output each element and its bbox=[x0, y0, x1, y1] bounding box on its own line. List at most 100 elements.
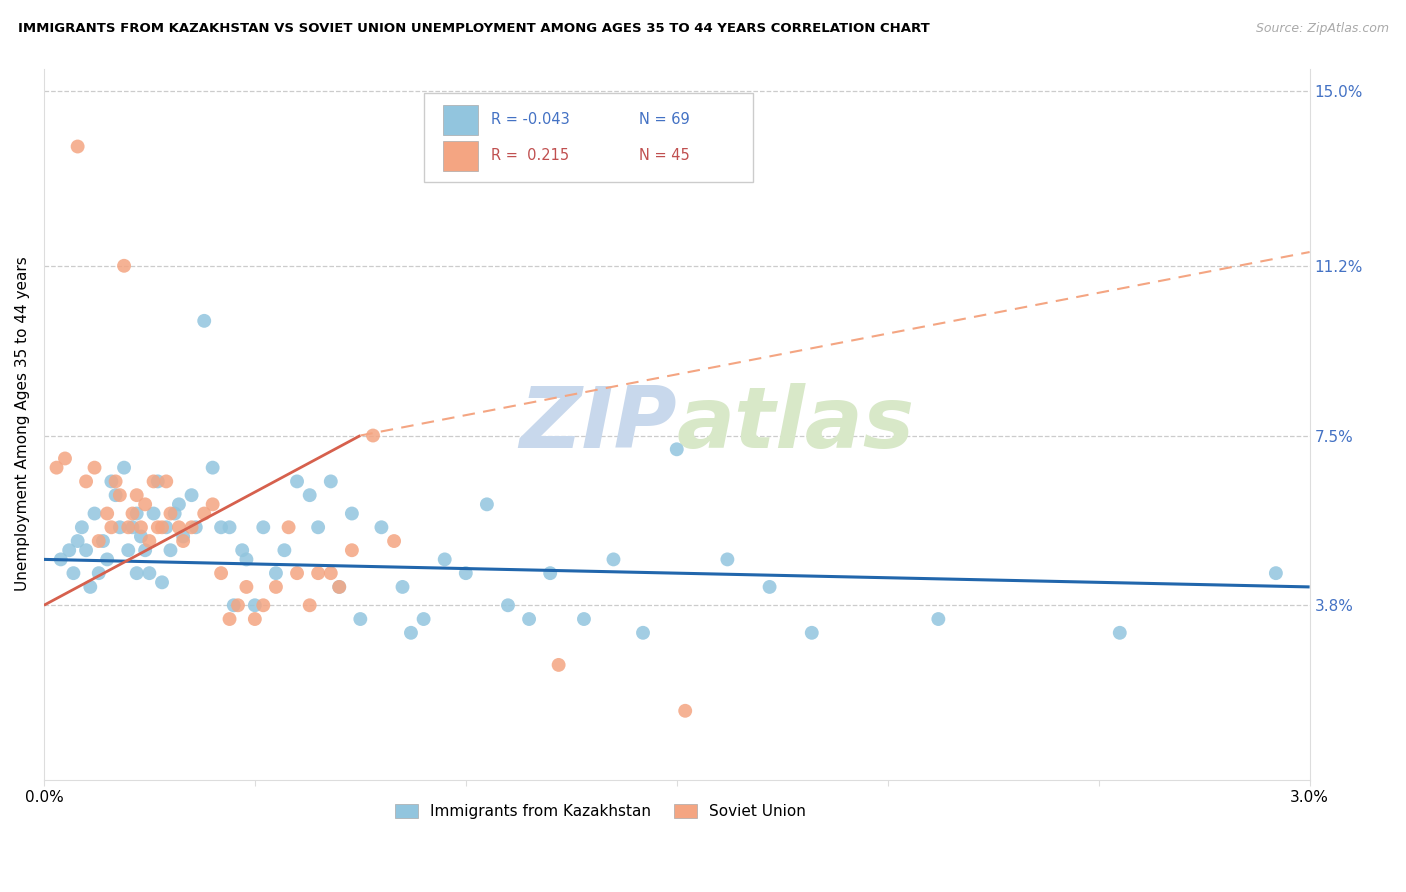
Text: R =  0.215: R = 0.215 bbox=[491, 148, 569, 163]
Point bbox=[209, 520, 232, 534]
Point bbox=[319, 566, 342, 581]
Point bbox=[340, 543, 363, 558]
Point bbox=[121, 520, 143, 534]
Point bbox=[138, 566, 160, 581]
Point bbox=[100, 475, 122, 489]
Point bbox=[70, 520, 93, 534]
Point bbox=[108, 520, 131, 534]
Point bbox=[758, 580, 780, 594]
Point bbox=[273, 543, 295, 558]
Point bbox=[79, 580, 101, 594]
Text: Source: ZipAtlas.com: Source: ZipAtlas.com bbox=[1256, 22, 1389, 36]
Point bbox=[121, 507, 143, 521]
Point bbox=[538, 566, 561, 581]
Point bbox=[328, 580, 350, 594]
Point bbox=[252, 599, 274, 613]
Legend: Immigrants from Kazakhstan, Soviet Union: Immigrants from Kazakhstan, Soviet Union bbox=[389, 798, 813, 825]
Point bbox=[100, 520, 122, 534]
Point bbox=[277, 520, 299, 534]
Point bbox=[150, 575, 173, 590]
Point bbox=[91, 534, 114, 549]
Point bbox=[125, 507, 148, 521]
Point bbox=[108, 488, 131, 502]
Point bbox=[146, 520, 169, 534]
Point bbox=[1108, 625, 1130, 640]
Point bbox=[75, 543, 97, 558]
Point bbox=[53, 451, 76, 466]
Point bbox=[800, 625, 823, 640]
Point bbox=[298, 599, 321, 613]
Point bbox=[201, 460, 224, 475]
Point bbox=[193, 314, 215, 328]
Point bbox=[1264, 566, 1286, 581]
FancyBboxPatch shape bbox=[423, 94, 752, 182]
Point bbox=[243, 599, 266, 613]
Point bbox=[307, 520, 329, 534]
Point bbox=[134, 543, 156, 558]
Point bbox=[235, 580, 257, 594]
Point bbox=[117, 543, 139, 558]
Text: atlas: atlas bbox=[676, 383, 915, 466]
Point bbox=[631, 625, 654, 640]
Point bbox=[349, 612, 371, 626]
Point bbox=[285, 566, 308, 581]
Point bbox=[163, 507, 186, 521]
Point bbox=[129, 529, 152, 543]
Text: ZIP: ZIP bbox=[519, 383, 676, 466]
Point bbox=[399, 625, 422, 640]
Text: R = -0.043: R = -0.043 bbox=[491, 112, 569, 128]
Point bbox=[45, 460, 67, 475]
Point bbox=[180, 520, 202, 534]
Point bbox=[104, 488, 127, 502]
Point bbox=[370, 520, 392, 534]
Point bbox=[252, 520, 274, 534]
Point bbox=[172, 534, 194, 549]
Point bbox=[307, 566, 329, 581]
Text: N = 69: N = 69 bbox=[638, 112, 689, 128]
Point bbox=[87, 566, 110, 581]
FancyBboxPatch shape bbox=[443, 105, 478, 135]
Point bbox=[87, 534, 110, 549]
Point bbox=[142, 475, 165, 489]
Point bbox=[172, 529, 194, 543]
Point bbox=[927, 612, 949, 626]
Point bbox=[66, 534, 89, 549]
Point bbox=[180, 488, 202, 502]
Point bbox=[134, 497, 156, 511]
Point bbox=[201, 497, 224, 511]
Point bbox=[49, 552, 72, 566]
Point bbox=[142, 507, 165, 521]
Point bbox=[117, 520, 139, 534]
Point bbox=[125, 488, 148, 502]
Point bbox=[112, 460, 135, 475]
Point bbox=[226, 599, 249, 613]
Point bbox=[167, 520, 190, 534]
Point bbox=[517, 612, 540, 626]
Point bbox=[602, 552, 624, 566]
Point bbox=[83, 460, 105, 475]
Point bbox=[547, 657, 569, 672]
Point bbox=[159, 507, 181, 521]
Point bbox=[96, 507, 118, 521]
Point bbox=[328, 580, 350, 594]
Point bbox=[129, 520, 152, 534]
Point bbox=[572, 612, 595, 626]
Point bbox=[231, 543, 253, 558]
Point bbox=[264, 580, 287, 594]
Point bbox=[235, 552, 257, 566]
Point bbox=[218, 520, 240, 534]
Point bbox=[167, 497, 190, 511]
Point bbox=[496, 599, 519, 613]
Point bbox=[155, 475, 177, 489]
FancyBboxPatch shape bbox=[443, 141, 478, 170]
Point bbox=[155, 520, 177, 534]
Point bbox=[454, 566, 477, 581]
Point bbox=[361, 428, 384, 442]
Point bbox=[475, 497, 498, 511]
Point bbox=[243, 612, 266, 626]
Point bbox=[125, 566, 148, 581]
Point bbox=[159, 543, 181, 558]
Point bbox=[146, 475, 169, 489]
Point bbox=[382, 534, 405, 549]
Point bbox=[83, 507, 105, 521]
